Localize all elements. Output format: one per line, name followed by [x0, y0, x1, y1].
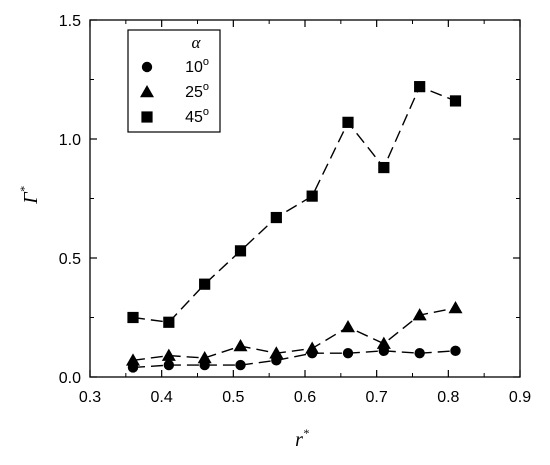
legend-label-0-value: 10 — [185, 59, 203, 76]
legend-label-2-suffix: o — [203, 106, 209, 118]
legend-label-1-suffix: o — [203, 81, 209, 93]
y-tick-label-3: 1.5 — [59, 13, 81, 30]
legend-title: α — [192, 33, 202, 52]
x-tick-label-3: 0.6 — [294, 389, 316, 406]
series-1-point-9 — [448, 300, 463, 314]
x-axis-label: r* — [295, 426, 309, 451]
series-2-point-5 — [306, 190, 318, 202]
series-2-point-8 — [414, 81, 426, 93]
series-1-point-6 — [341, 320, 355, 333]
x-tick-label-4: 0.7 — [366, 389, 388, 406]
series-layer — [126, 81, 463, 373]
x-axis-label-main: r — [295, 429, 303, 451]
series-1-point-3 — [233, 339, 248, 352]
ticks-layer — [89, 19, 521, 378]
series-1-group — [126, 300, 463, 366]
series-1-point-5 — [305, 341, 320, 354]
x-tick-label-0: 0.3 — [79, 389, 101, 406]
legend-marker-1 — [140, 85, 154, 98]
series-0-point-9 — [450, 345, 461, 357]
legend-label-2-value: 45 — [185, 109, 203, 126]
series-1-point-2 — [197, 350, 212, 364]
series-0-point-8 — [414, 348, 425, 359]
series-1-point-8 — [412, 308, 427, 321]
series-1-point-4 — [269, 346, 284, 359]
series-2-point-6 — [342, 116, 354, 128]
series-2-point-3 — [234, 245, 247, 257]
series-1-point-0 — [126, 353, 140, 366]
y-axis-label-superscript: * — [17, 186, 31, 192]
series-0-line — [132, 350, 456, 369]
y-tick-label-0: 0.0 — [59, 370, 81, 387]
series-1-point-7 — [376, 336, 391, 349]
x-tick-label-5: 0.8 — [437, 389, 459, 406]
series-1-point-1 — [161, 348, 176, 361]
labels-layer: 0.3 0.4 0.5 0.6 0.7 0.8 0.9 0.0 0.5 1.0 1.5 — [59, 13, 531, 406]
series-2-point-2 — [199, 278, 211, 290]
legend-label-0-suffix: o — [203, 56, 209, 68]
x-tick-label-1: 0.4 — [151, 389, 173, 406]
y-tick-label-2: 1.0 — [59, 132, 81, 149]
y-tick-label-1: 0.5 — [59, 251, 81, 268]
legend-label-0: 10o — [185, 56, 209, 76]
y-axis-label: Γ* — [17, 186, 42, 204]
legend-marker-0 — [141, 61, 153, 73]
legend-label-1: 25o — [185, 81, 209, 101]
series-1-line — [132, 307, 456, 362]
x-tick-label-6: 0.9 — [509, 389, 531, 406]
series-0-point-1 — [163, 359, 175, 371]
legend-marker-2 — [141, 111, 153, 123]
series-2-point-1 — [163, 316, 175, 328]
y-axis-label-main: Γ — [20, 191, 42, 205]
series-2-point-4 — [270, 211, 282, 224]
series-2-point-0 — [127, 311, 139, 324]
series-0-group — [127, 345, 461, 373]
x-axis-label-superscript: * — [303, 426, 309, 440]
series-0-point-3 — [235, 359, 246, 371]
series-2-point-7 — [378, 161, 390, 174]
legend-label-2: 45o — [185, 106, 209, 126]
series-0-point-6 — [342, 348, 354, 359]
series-2-group — [127, 81, 462, 328]
x-tick-label-2: 0.5 — [222, 389, 244, 406]
series-2-line — [132, 85, 456, 324]
series-2-point-9 — [449, 95, 462, 107]
legend-label-1-value: 25 — [185, 84, 203, 101]
